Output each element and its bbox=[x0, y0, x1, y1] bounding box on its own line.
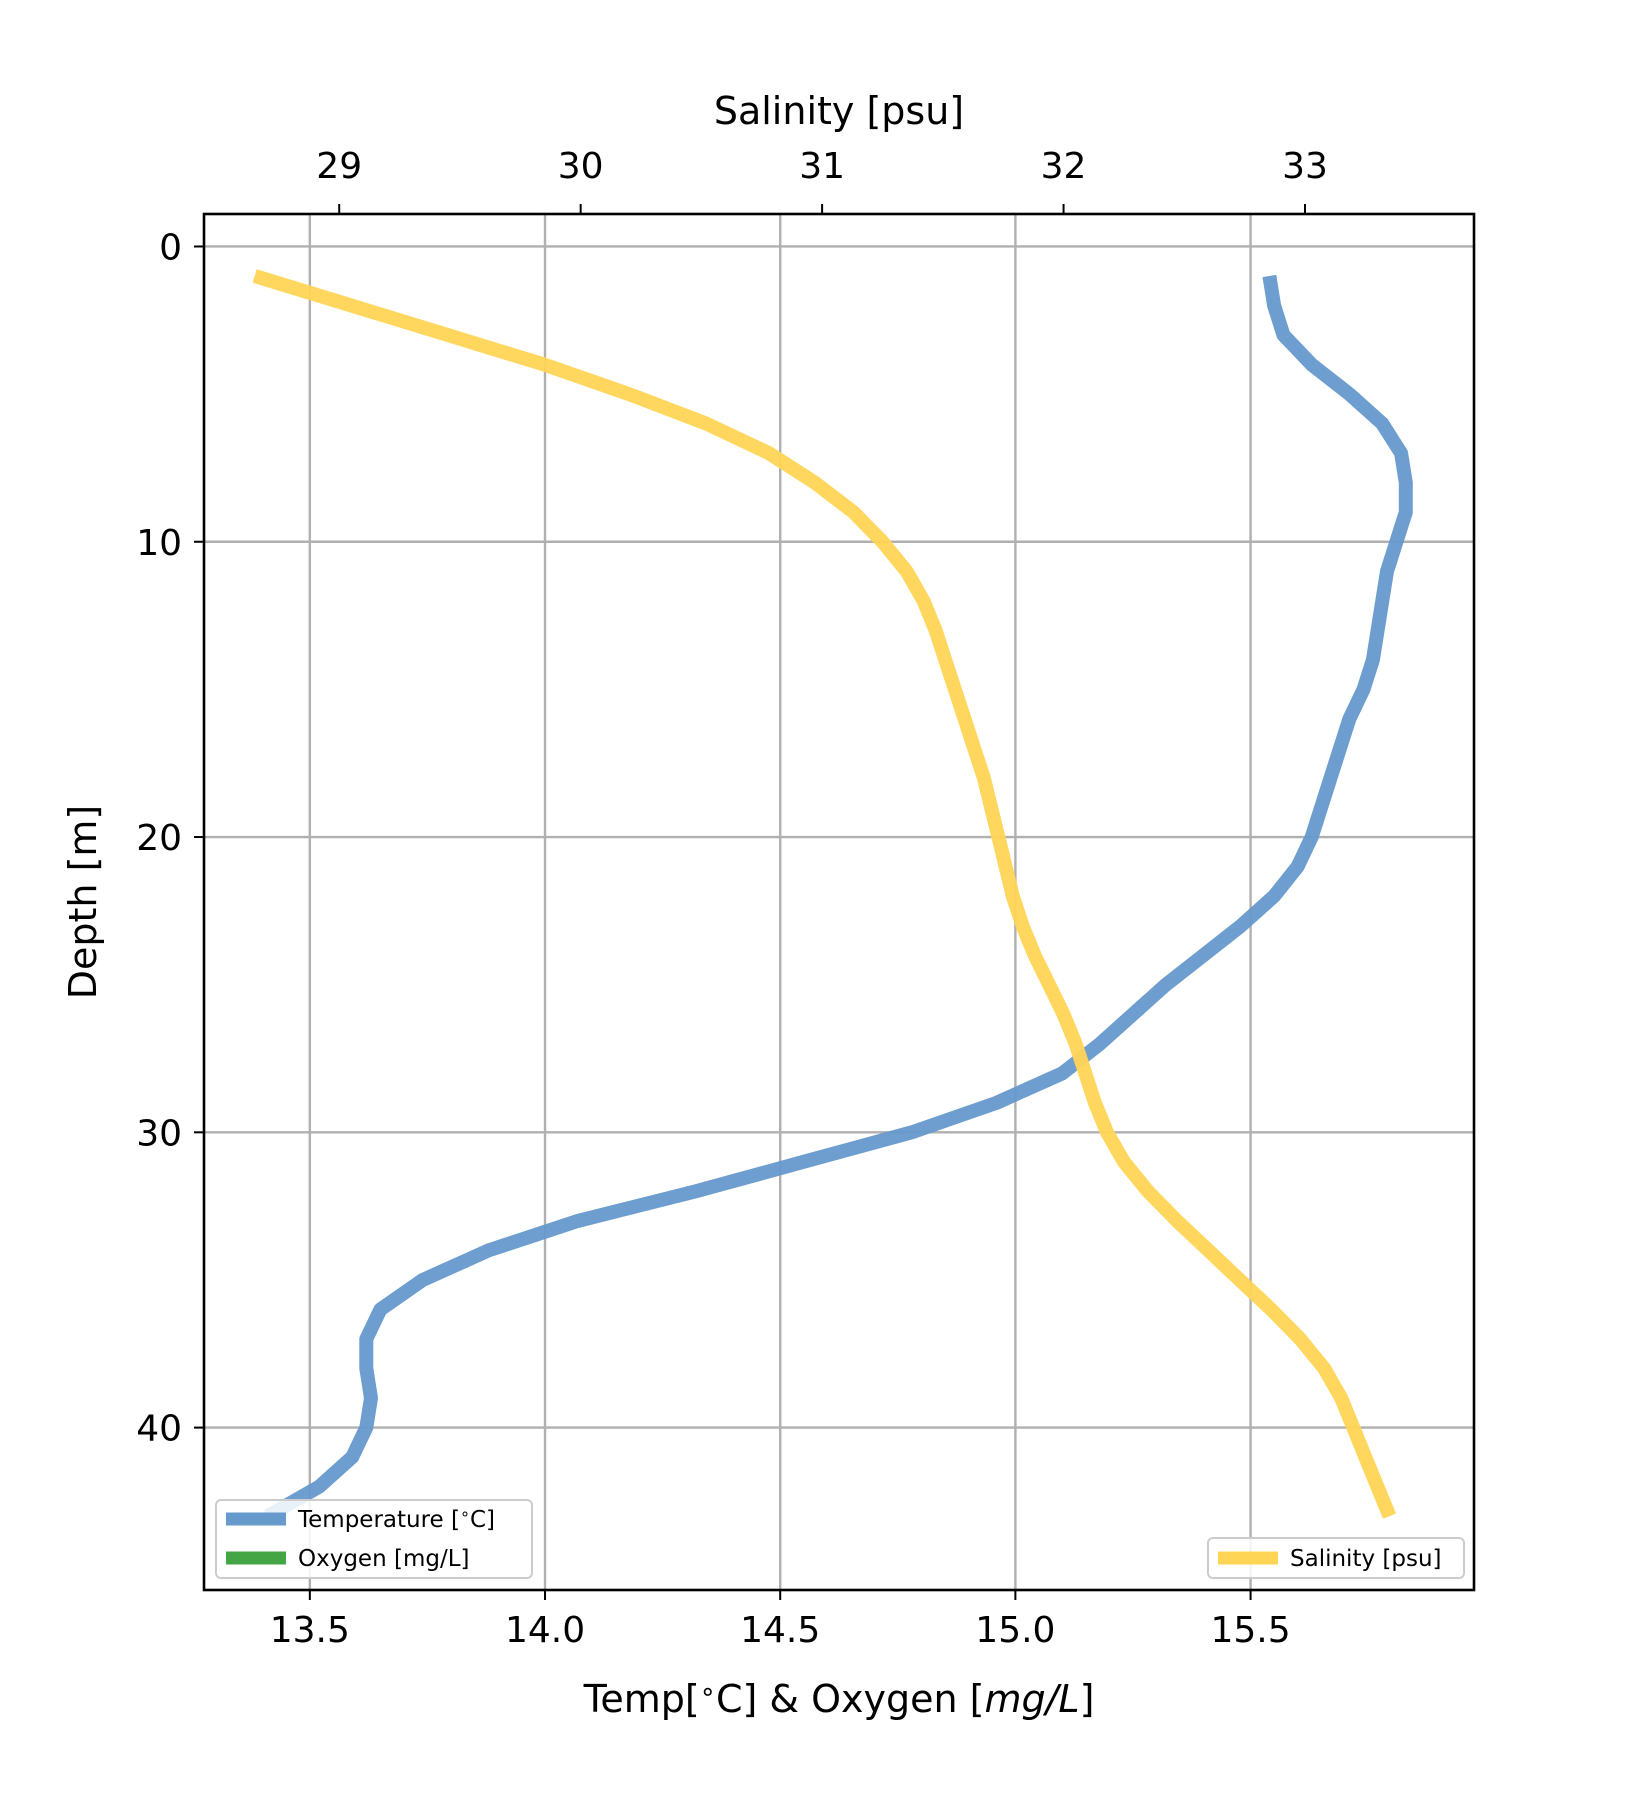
legend-temp-degree: ∘ bbox=[460, 1504, 470, 1523]
xlabel-prefix: Temp[ bbox=[583, 1677, 700, 1721]
legend-entry-salinity: Salinity [psu] bbox=[1290, 1546, 1442, 1572]
xlabel-mid: C] & Oxygen [ bbox=[716, 1677, 985, 1721]
y-tick-label: 0 bbox=[159, 227, 182, 268]
top-axis-label: Salinity [psu] bbox=[714, 89, 964, 133]
bottom-axis-label: Temp[∘C] & Oxygen [mg/L] bbox=[583, 1677, 1095, 1721]
legend-entry-temperature: Temperature [∘C] bbox=[297, 1504, 495, 1533]
xlabel-italic: mg/L bbox=[984, 1677, 1079, 1721]
y-tick-label: 30 bbox=[136, 1113, 182, 1154]
xlabel-degree: ∘ bbox=[700, 1677, 716, 1707]
y-tick-label: 10 bbox=[136, 523, 182, 564]
x-tick-label: 14.5 bbox=[740, 1610, 820, 1651]
legend-box bbox=[1207, 1537, 1465, 1579]
x2-tick-label: 29 bbox=[316, 146, 362, 187]
x-tick-label: 15.0 bbox=[975, 1610, 1055, 1651]
x2-tick-label: 33 bbox=[1282, 146, 1328, 187]
xlabel-suffix: ] bbox=[1080, 1677, 1095, 1721]
x2-tick-label: 31 bbox=[799, 146, 845, 187]
x-tick-label: 15.5 bbox=[1210, 1610, 1290, 1651]
x-tick-label: 13.5 bbox=[270, 1610, 350, 1651]
legend-temp-suffix: C] bbox=[470, 1507, 495, 1533]
legend-bottom-left: Temperature [∘C] Oxygen [mg/L] bbox=[215, 1499, 533, 1579]
legend-box bbox=[215, 1499, 533, 1579]
x2-tick-label: 32 bbox=[1041, 146, 1087, 187]
y-axis-label: Depth [m] bbox=[61, 805, 105, 1000]
legend-entry-oxygen: Oxygen [mg/L] bbox=[298, 1546, 469, 1572]
grid-lines bbox=[204, 214, 1474, 1590]
tick-marks: 13.5 14.0 14.5 15.0 15.5 29 30 31 32 33 0 10 20 30 40 bbox=[136, 146, 1328, 1651]
y-tick-label: 20 bbox=[136, 818, 182, 859]
series-layer bbox=[252, 269, 1413, 1523]
legend-bottom-right: Salinity [psu] bbox=[1207, 1537, 1465, 1579]
y-tick-label: 40 bbox=[136, 1409, 182, 1450]
plot-frame bbox=[202, 212, 1476, 1592]
x-tick-label: 14.0 bbox=[505, 1610, 585, 1651]
series-line-salinity bbox=[252, 269, 1396, 1519]
series-line-temperature bbox=[264, 274, 1413, 1523]
legend-temp-prefix: Temperature [ bbox=[297, 1507, 460, 1533]
x2-tick-label: 30 bbox=[558, 146, 604, 187]
